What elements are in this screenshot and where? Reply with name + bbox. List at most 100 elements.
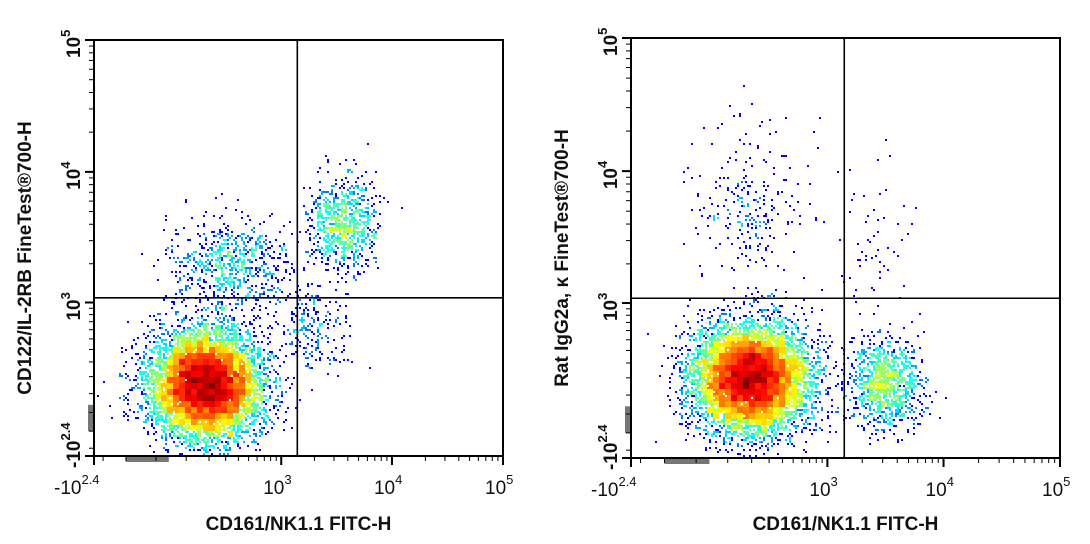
event-dot <box>247 331 249 333</box>
event-dot <box>257 275 259 277</box>
event-dot <box>143 355 145 357</box>
event-dot <box>213 357 215 359</box>
event-dot <box>127 393 129 395</box>
event-dot <box>851 341 853 343</box>
event-dot <box>185 343 187 345</box>
event-dot <box>185 429 187 431</box>
event-dot <box>259 423 261 425</box>
event-dot <box>261 383 263 385</box>
event-dot <box>187 375 189 377</box>
event-dot <box>759 207 761 209</box>
event-dot <box>261 341 263 343</box>
event-dot <box>255 397 257 399</box>
event-dot <box>211 355 213 357</box>
event-dot <box>911 345 913 347</box>
event-dot <box>829 431 831 433</box>
event-dot <box>239 399 241 401</box>
event-dot <box>249 361 251 363</box>
event-dot <box>311 351 313 353</box>
event-dot <box>301 321 303 323</box>
event-dot <box>131 347 133 349</box>
event-dot <box>173 347 175 349</box>
event-dot <box>247 385 249 387</box>
event-dot <box>671 347 673 349</box>
event-dot <box>149 397 151 399</box>
event-dot <box>217 385 219 387</box>
event-dot <box>269 379 271 381</box>
event-dot <box>759 309 761 311</box>
event-dot <box>233 317 235 319</box>
event-dot <box>147 413 149 415</box>
event-dot <box>221 235 223 237</box>
event-dot <box>249 383 251 385</box>
event-dot <box>209 341 211 343</box>
event-dot <box>209 357 211 359</box>
event-dot <box>365 259 367 261</box>
event-dot <box>357 203 359 205</box>
event-dot <box>827 347 829 349</box>
event-dot <box>373 209 375 211</box>
event-dot <box>195 345 197 347</box>
event-dot <box>347 197 349 199</box>
event-dot <box>199 377 201 379</box>
event-dot <box>207 427 209 429</box>
event-dot <box>249 401 251 403</box>
event-dot <box>749 311 751 313</box>
event-dot <box>185 399 187 401</box>
event-dot <box>255 317 257 319</box>
event-dot <box>215 309 217 311</box>
event-dot <box>203 323 205 325</box>
event-dot <box>239 257 241 259</box>
event-dot <box>201 341 203 343</box>
event-dot <box>241 397 243 399</box>
event-dot <box>369 219 371 221</box>
event-dot <box>223 307 225 309</box>
event-dot <box>219 365 221 367</box>
event-dot <box>235 407 237 409</box>
event-dot <box>193 355 195 357</box>
event-dot <box>175 353 177 355</box>
event-dot <box>267 353 269 355</box>
event-dot <box>215 381 217 383</box>
event-dot <box>327 247 329 249</box>
event-dot <box>169 369 171 371</box>
event-dot <box>313 309 315 311</box>
event-dot <box>151 415 153 417</box>
event-dot <box>227 327 229 329</box>
event-dot <box>333 251 335 253</box>
event-dot <box>215 401 217 403</box>
event-dot <box>143 373 145 375</box>
event-dot <box>811 345 813 347</box>
event-dot <box>217 281 219 283</box>
event-dot <box>177 391 179 393</box>
event-dot <box>219 415 221 417</box>
event-dot <box>243 279 245 281</box>
event-dot <box>207 393 209 395</box>
event-dot <box>235 381 237 383</box>
event-dot <box>275 303 277 305</box>
event-dot <box>243 389 245 391</box>
event-dot <box>157 379 159 381</box>
event-dot <box>175 421 177 423</box>
event-dot <box>199 355 201 357</box>
event-dot <box>165 375 167 377</box>
event-dot <box>343 225 345 227</box>
event-dot <box>251 359 253 361</box>
event-dot <box>313 203 315 205</box>
event-dot <box>215 355 217 357</box>
event-dot <box>351 171 353 173</box>
event-dot <box>337 227 339 229</box>
event-dot <box>161 435 163 437</box>
event-dot <box>235 325 237 327</box>
event-dot <box>233 331 235 333</box>
event-dot <box>227 419 229 421</box>
event-dot <box>167 347 169 349</box>
event-dot <box>153 335 155 337</box>
event-dot <box>311 295 313 297</box>
event-dot <box>245 325 247 327</box>
event-dot <box>171 389 173 391</box>
event-dot <box>237 411 239 413</box>
event-dot <box>189 353 191 355</box>
event-dot <box>159 367 161 369</box>
event-dot <box>283 331 285 333</box>
